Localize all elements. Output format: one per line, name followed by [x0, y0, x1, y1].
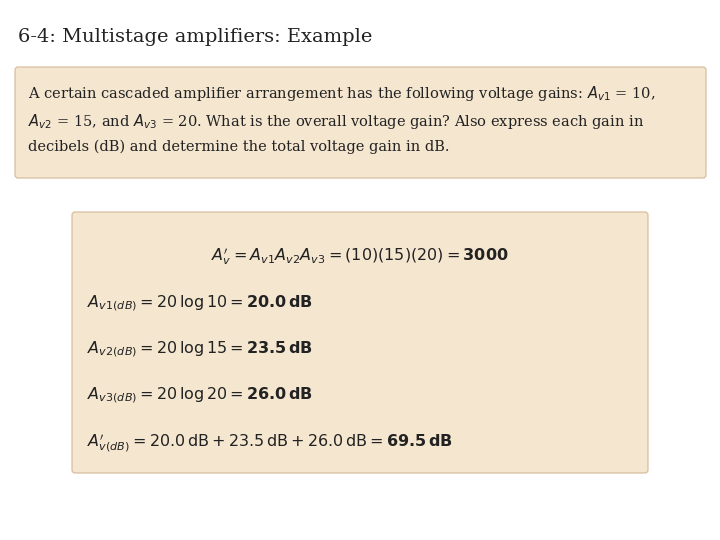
Text: A certain cascaded amplifier arrangement has the following voltage gains: $A_{v1: A certain cascaded amplifier arrangement…	[28, 84, 655, 103]
Text: $A_{v2}$ = 15, and $A_{v3}$ = 20. What is the overall voltage gain? Also express: $A_{v2}$ = 15, and $A_{v3}$ = 20. What i…	[28, 112, 644, 131]
Text: $A^{\prime}_{v} = A_{v1}A_{v2}A_{v3} = (10)(15)(20) = \mathbf{3000}$: $A^{\prime}_{v} = A_{v1}A_{v2}A_{v3} = (…	[211, 245, 509, 267]
Text: 6-4: Multistage amplifiers: Example: 6-4: Multistage amplifiers: Example	[18, 28, 372, 46]
Text: $A_{v3(dB)} = 20\,\mathrm{log}\,20 = \mathbf{26.0\,dB}$: $A_{v3(dB)} = 20\,\mathrm{log}\,20 = \ma…	[87, 385, 312, 404]
Text: decibels (dB) and determine the total voltage gain in dB.: decibels (dB) and determine the total vo…	[28, 140, 449, 154]
FancyBboxPatch shape	[15, 67, 706, 178]
Text: $A_{v2(dB)} = 20\,\mathrm{log}\,15 = \mathbf{23.5\,dB}$: $A_{v2(dB)} = 20\,\mathrm{log}\,15 = \ma…	[87, 339, 312, 359]
Text: $A^{\prime}_{v(dB)} = 20.0\,\mathrm{dB} + 23.5\,\mathrm{dB} + 26.0\,\mathrm{dB} : $A^{\prime}_{v(dB)} = 20.0\,\mathrm{dB} …	[87, 431, 453, 454]
FancyBboxPatch shape	[72, 212, 648, 473]
Text: $A_{v1(dB)} = 20\,\mathrm{log}\,10 = \mathbf{20.0\,dB}$: $A_{v1(dB)} = 20\,\mathrm{log}\,10 = \ma…	[87, 293, 312, 313]
